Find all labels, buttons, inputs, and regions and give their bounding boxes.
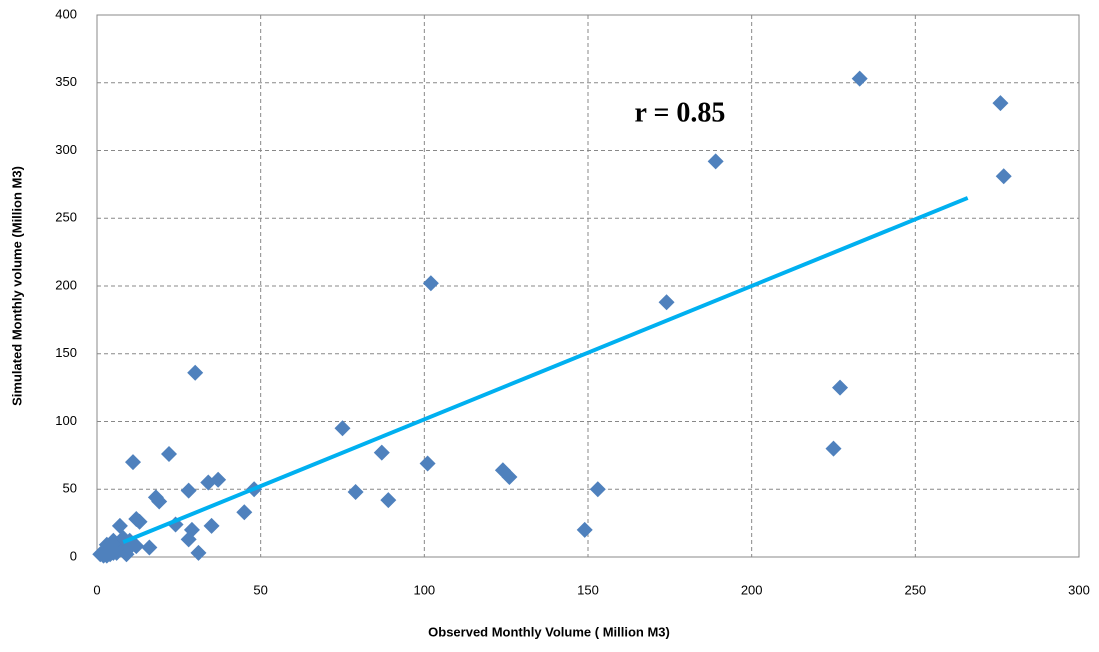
point bbox=[832, 379, 849, 396]
y-axis-title: Simulated Monthly volume (Million M3) bbox=[9, 166, 24, 406]
annotation: r = 0.85 bbox=[635, 97, 726, 128]
y-tick-label: 250 bbox=[55, 210, 77, 225]
x-tick-label: 0 bbox=[93, 582, 100, 597]
point bbox=[203, 517, 220, 534]
x-tick-label: 50 bbox=[253, 582, 267, 597]
point bbox=[707, 153, 724, 170]
point bbox=[151, 493, 168, 510]
point bbox=[992, 95, 1009, 112]
point bbox=[200, 474, 217, 491]
x-tick-label: 200 bbox=[741, 582, 763, 597]
point bbox=[419, 455, 436, 472]
y-tick-label: 400 bbox=[55, 6, 77, 21]
point bbox=[589, 481, 606, 498]
point bbox=[118, 546, 135, 563]
y-tick-label: 150 bbox=[55, 345, 77, 360]
x-tick-label: 250 bbox=[904, 582, 926, 597]
point bbox=[128, 538, 145, 555]
point bbox=[422, 275, 439, 292]
point bbox=[851, 70, 868, 87]
point bbox=[180, 531, 197, 548]
point bbox=[995, 168, 1012, 185]
trend-line bbox=[122, 196, 969, 544]
point bbox=[102, 546, 119, 563]
point bbox=[380, 492, 397, 509]
y-tick-label: 0 bbox=[70, 548, 77, 563]
point bbox=[825, 440, 842, 457]
point bbox=[501, 469, 518, 486]
point bbox=[190, 544, 207, 561]
x-tick-label: 100 bbox=[413, 582, 435, 597]
point bbox=[111, 517, 128, 534]
y-tick-label: 350 bbox=[55, 74, 77, 89]
point bbox=[125, 454, 142, 471]
point bbox=[187, 364, 204, 381]
point bbox=[347, 483, 364, 500]
point bbox=[180, 482, 197, 499]
y-tick-label: 100 bbox=[55, 413, 77, 428]
point bbox=[334, 420, 351, 437]
point bbox=[236, 504, 253, 521]
point bbox=[161, 446, 178, 463]
point bbox=[141, 539, 158, 556]
x-axis-title: Observed Monthly Volume ( Million M3) bbox=[428, 624, 670, 639]
y-tick-label: 50 bbox=[63, 481, 77, 496]
y-tick-label: 200 bbox=[55, 277, 77, 292]
y-tick-label: 300 bbox=[55, 142, 77, 157]
x-tick-label: 300 bbox=[1068, 582, 1090, 597]
point bbox=[373, 444, 390, 461]
point bbox=[131, 513, 148, 530]
point bbox=[658, 294, 675, 311]
x-tick-label: 150 bbox=[577, 582, 599, 597]
point bbox=[576, 521, 593, 538]
